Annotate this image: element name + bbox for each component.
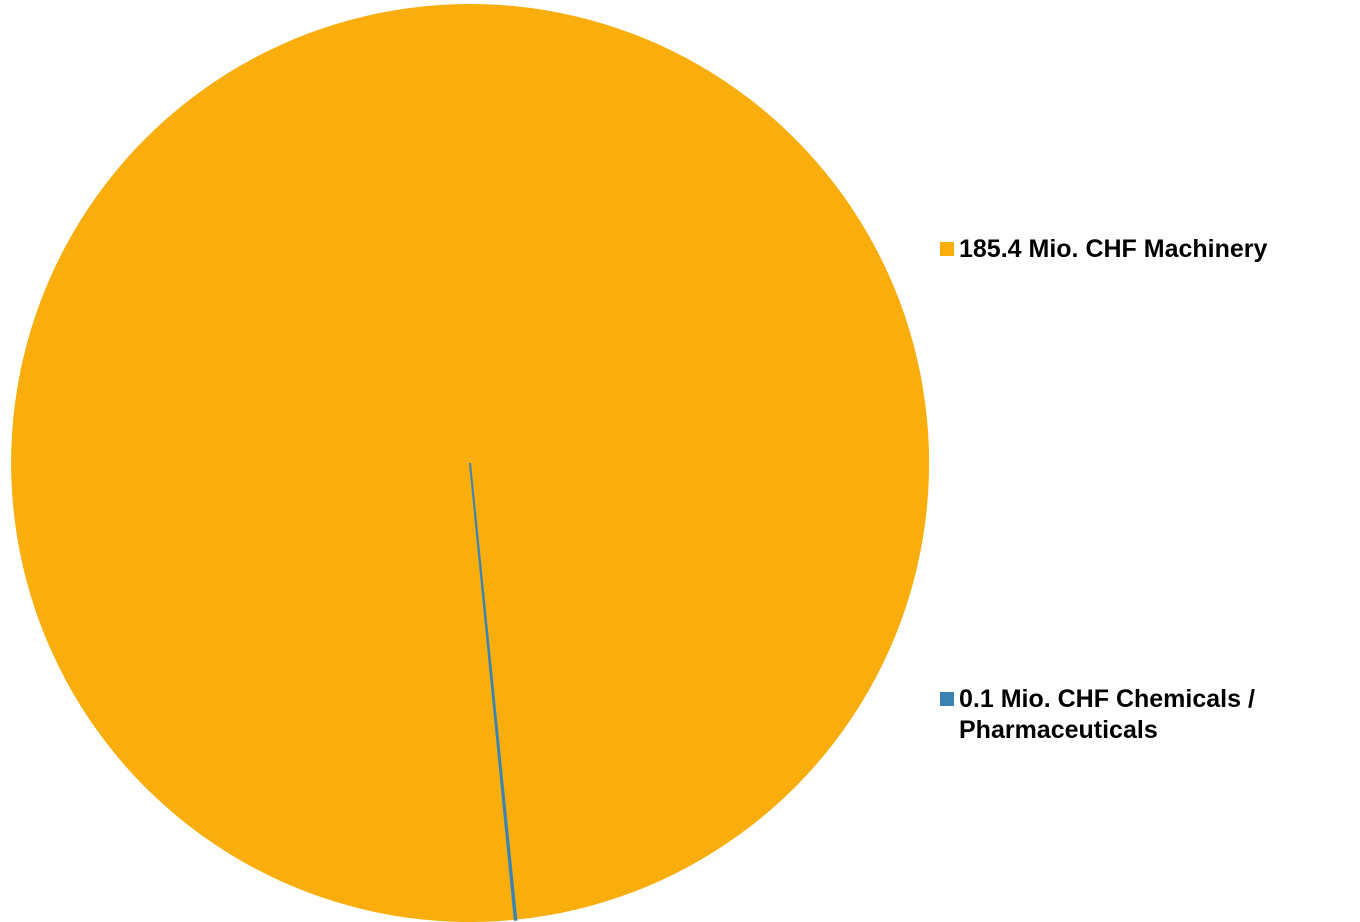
legend-label-machinery: 185.4 Mio. CHF Machinery	[959, 235, 1268, 263]
chart-legend: 185.4 Mio. CHF Machinery 0.1 Mio. CHF Ch…	[940, 0, 1360, 922]
legend-label-chemicals: 0.1 Mio. CHF Chemicals / Pharmaceuticals	[959, 685, 1255, 744]
pie-chart	[11, 3, 930, 922]
legend-swatch-machinery	[940, 242, 954, 256]
legend-item-machinery: 185.4 Mio. CHF Machinery	[940, 234, 1359, 265]
legend-item-chemicals: 0.1 Mio. CHF Chemicals / Pharmaceuticals	[940, 684, 1359, 746]
pie-slice-chemicals	[469, 462, 518, 921]
legend-swatch-chemicals	[940, 692, 954, 706]
